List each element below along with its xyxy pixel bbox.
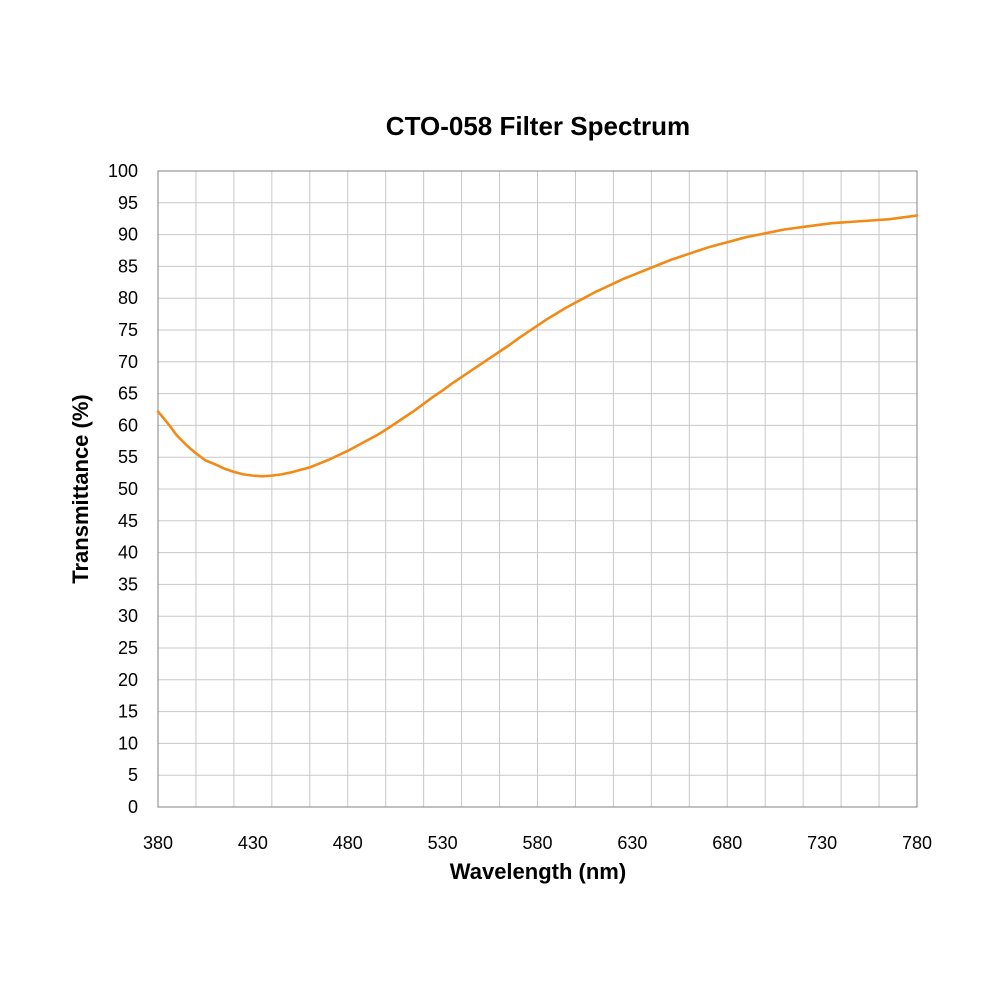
- y-tick-label: 65: [118, 384, 138, 404]
- series-layer: [156, 214, 919, 478]
- x-tick-label: 730: [807, 833, 837, 853]
- y-tick-label: 15: [118, 702, 138, 722]
- y-tick-label: 55: [118, 447, 138, 467]
- y-tick-label: 45: [118, 511, 138, 531]
- y-tick-labels: 0 5 10 15 20 25 30 35 40 45 50 55 60 65 70 75 80 85 90 95 10…: [108, 161, 138, 817]
- y-tick-label: 100: [108, 161, 138, 181]
- x-tick-label: 480: [333, 833, 363, 853]
- y-tick-label: 70: [118, 352, 138, 372]
- y-axis-label: Transmittance (%): [68, 394, 93, 584]
- y-tick-label: 30: [118, 606, 138, 626]
- x-tick-labels: 380 430 480 530 580 630 680 730 780: [143, 833, 932, 853]
- plot-area-frame: [157, 170, 918, 808]
- x-axis-label: Wavelength (nm): [450, 859, 626, 884]
- x-tick-label: 580: [522, 833, 552, 853]
- y-tick-label: 85: [118, 256, 138, 276]
- y-tick-label: 80: [118, 288, 138, 308]
- y-tick-label: 35: [118, 574, 138, 594]
- chart-title: CTO-058 Filter Spectrum: [386, 111, 690, 141]
- x-tick-label: 380: [143, 833, 173, 853]
- y-tick-label: 10: [118, 733, 138, 753]
- y-tick-label: 95: [118, 193, 138, 213]
- y-tick-label: 90: [118, 225, 138, 245]
- y-tick-label: 75: [118, 320, 138, 340]
- x-tick-label: 680: [712, 833, 742, 853]
- y-tick-label: 50: [118, 479, 138, 499]
- x-tick-label: 530: [428, 833, 458, 853]
- y-tick-label: 0: [128, 797, 138, 817]
- y-tick-label: 5: [128, 765, 138, 785]
- y-tick-label: 60: [118, 415, 138, 435]
- y-tick-label: 20: [118, 670, 138, 690]
- y-tick-label: 25: [118, 638, 138, 658]
- x-tick-label: 430: [238, 833, 268, 853]
- gridlines: [157, 170, 918, 808]
- x-tick-label: 630: [617, 833, 647, 853]
- y-tick-label: 40: [118, 543, 138, 563]
- series-line: [156, 214, 919, 478]
- x-tick-label: 780: [902, 833, 932, 853]
